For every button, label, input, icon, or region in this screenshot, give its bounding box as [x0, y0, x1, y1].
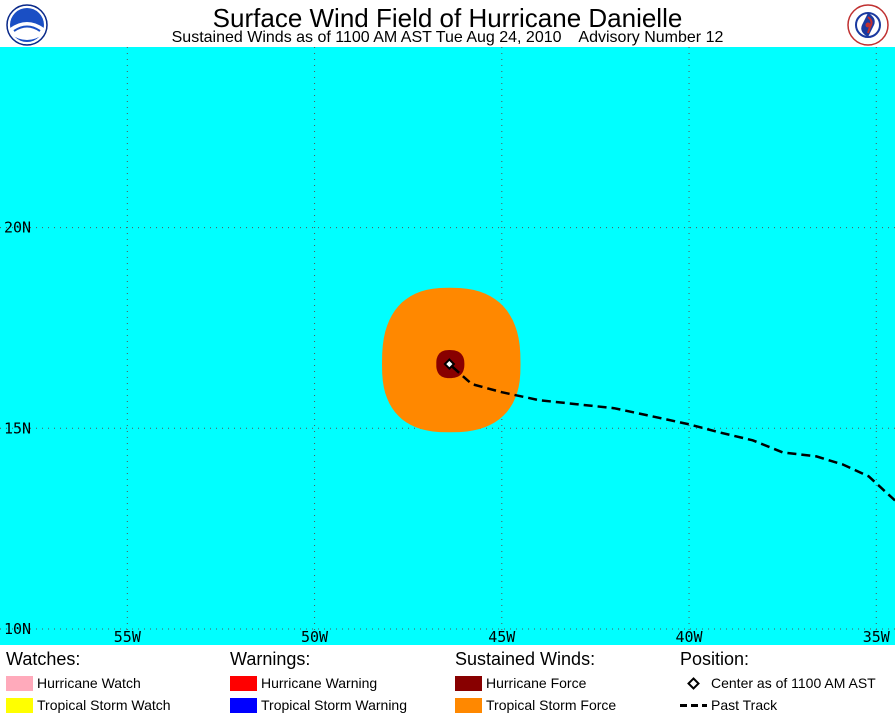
legend-item-hurricane-watch: Hurricane Watch: [6, 672, 171, 694]
longitude-label: 35W: [863, 628, 891, 645]
legend-label: Hurricane Warning: [261, 675, 378, 691]
longitude-label: 50W: [301, 628, 329, 645]
past-track-line: [448, 363, 895, 502]
legend-item-tropical-storm-warning: Tropical Storm Warning: [230, 694, 407, 716]
legend-warnings: Warnings: Hurricane Warning Tropical Sto…: [230, 649, 407, 716]
hurricane-watch-swatch: [6, 675, 33, 691]
legend-item-past-track: Past Track: [680, 694, 876, 716]
legend-label: Past Track: [711, 697, 778, 713]
hurricane-force-swatch: [455, 675, 482, 691]
legend-label: Hurricane Force: [486, 675, 587, 691]
grid-labels: 55W 50W 45W 40W 35W 20N 15N 10N: [4, 219, 891, 645]
legend-watches: Watches: Hurricane Watch Tropical Storm …: [6, 649, 171, 716]
legend-item-tropical-storm-force: Tropical Storm Force: [455, 694, 616, 716]
tropical-storm-watch-swatch: [6, 697, 33, 713]
latitude-label: 15N: [4, 419, 31, 437]
map-title: Surface Wind Field of Hurricane Danielle: [212, 3, 683, 33]
legend-position: Position: Center as of 1100 AM AST Past …: [680, 649, 876, 716]
diamond-icon: [687, 676, 700, 690]
noaa-logo: [6, 4, 48, 46]
legend-heading: Position:: [680, 649, 750, 669]
legend-item-tropical-storm-watch: Tropical Storm Watch: [6, 694, 171, 716]
legend-label: Tropical Storm Watch: [37, 697, 171, 713]
legend-label: Tropical Storm Warning: [261, 697, 408, 713]
legend-item-hurricane-force: Hurricane Force: [455, 672, 616, 694]
wind-field-map: 55W 50W 45W 40W 35W 20N 15N 10N: [0, 47, 895, 645]
legend: Watches: Hurricane Watch Tropical Storm …: [0, 645, 895, 716]
latitude-label: 20N: [4, 219, 31, 237]
legend-label: Hurricane Watch: [37, 675, 141, 691]
legend-item-hurricane-warning: Hurricane Warning: [230, 672, 407, 694]
hurricane-warning-swatch: [230, 675, 257, 691]
legend-heading: Warnings:: [230, 649, 311, 669]
longitude-label: 45W: [488, 628, 516, 645]
longitude-label: 55W: [114, 628, 142, 645]
tropical-storm-warning-swatch: [230, 697, 257, 713]
legend-label: Tropical Storm Force: [486, 697, 617, 713]
legend-item-center: Center as of 1100 AM AST: [680, 672, 876, 694]
grid-lines: [0, 47, 895, 645]
latitude-label: 10N: [4, 620, 31, 638]
nws-logo: [847, 4, 889, 46]
map-subtitle: Sustained Winds as of 1100 AM AST Tue Au…: [171, 29, 724, 46]
legend-heading: Watches:: [6, 649, 81, 669]
storm-center-marker: [443, 358, 456, 370]
longitude-label: 40W: [675, 628, 703, 645]
tropical-storm-force-swatch: [455, 697, 482, 713]
legend-heading: Sustained Winds:: [455, 649, 596, 669]
legend-label: Center as of 1100 AM AST: [711, 675, 876, 691]
legend-sustained-winds: Sustained Winds: Hurricane Force Tropica…: [455, 649, 616, 716]
dashed-line-icon: [680, 703, 707, 707]
